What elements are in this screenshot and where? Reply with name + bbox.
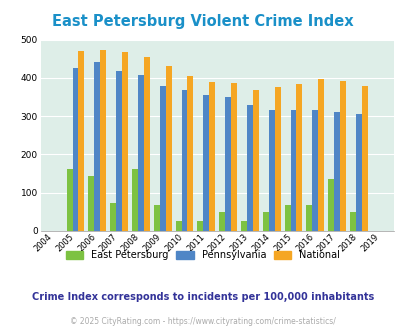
Bar (138, 75, 143, 231)
Bar (230, 83, 237, 231)
Bar (66, 169, 72, 231)
Bar (72, 68, 78, 231)
Bar (284, 205, 290, 231)
Bar (306, 205, 311, 231)
Bar (339, 81, 345, 231)
Bar (88, 176, 94, 231)
Bar (197, 221, 203, 231)
Bar (175, 221, 181, 231)
Bar (153, 205, 159, 231)
Bar (116, 71, 122, 231)
Bar (318, 79, 323, 231)
Bar (252, 90, 258, 231)
Bar (110, 203, 116, 231)
Bar (241, 221, 246, 231)
Bar (203, 95, 209, 231)
Bar (132, 169, 138, 231)
Bar (246, 105, 252, 231)
Bar (181, 90, 187, 231)
Bar (165, 66, 171, 231)
Bar (78, 51, 84, 231)
Bar (143, 57, 149, 231)
Bar (311, 110, 318, 231)
Text: East Petersburg Violent Crime Index: East Petersburg Violent Crime Index (52, 14, 353, 29)
Bar (296, 84, 302, 231)
Bar (290, 110, 296, 231)
Bar (94, 62, 100, 231)
Bar (333, 112, 339, 231)
Legend: East Petersburg, Pennsylvania, National: East Petersburg, Pennsylvania, National (62, 246, 343, 264)
Bar (225, 97, 230, 231)
Bar (328, 179, 333, 231)
Bar (349, 212, 355, 231)
Text: Crime Index corresponds to incidents per 100,000 inhabitants: Crime Index corresponds to incidents per… (32, 292, 373, 302)
Bar (355, 114, 361, 231)
Bar (187, 76, 193, 231)
Bar (361, 85, 367, 231)
Bar (100, 50, 106, 231)
Bar (122, 52, 128, 231)
Bar (209, 82, 215, 231)
Bar (159, 85, 165, 231)
Bar (219, 212, 225, 231)
Text: © 2025 CityRating.com - https://www.cityrating.com/crime-statistics/: © 2025 CityRating.com - https://www.city… (70, 317, 335, 326)
Bar (268, 110, 274, 231)
Bar (274, 87, 280, 231)
Bar (262, 212, 268, 231)
